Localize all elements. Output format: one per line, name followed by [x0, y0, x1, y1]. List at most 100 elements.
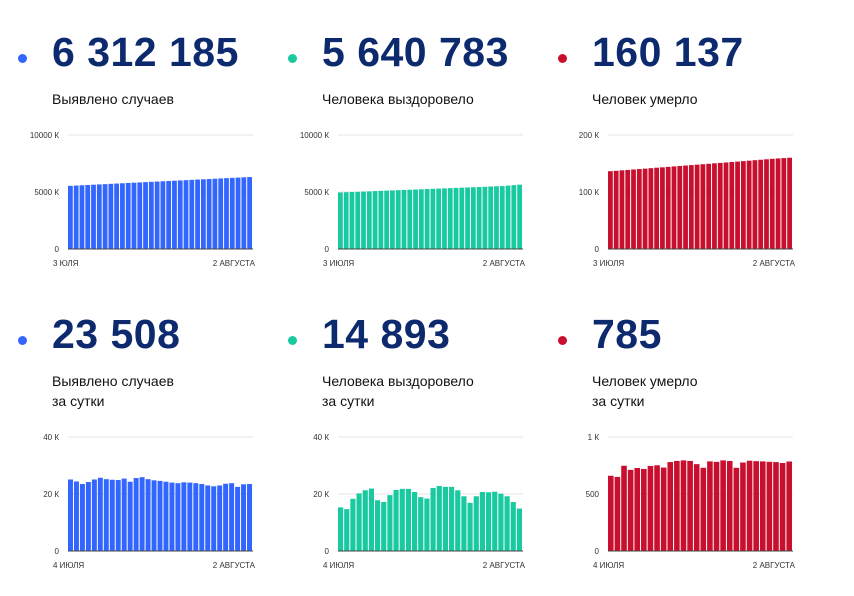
bar: [200, 179, 206, 249]
bar: [476, 186, 482, 249]
bar: [211, 486, 217, 551]
bar: [636, 169, 642, 249]
bar: [613, 170, 619, 249]
bar: [108, 183, 114, 249]
bar: [627, 469, 634, 551]
bar: [717, 162, 723, 249]
bar: [654, 465, 660, 551]
bar: [85, 482, 91, 551]
big-number: 160 137: [592, 29, 744, 75]
bar: [125, 182, 131, 249]
bar: [511, 185, 517, 249]
bar: [412, 492, 418, 551]
bar: [614, 476, 621, 551]
label-line-2: за сутки: [322, 393, 375, 409]
bar: [154, 181, 160, 249]
bar: [206, 179, 212, 249]
metric-label: Человек умерло: [592, 89, 698, 109]
bar: [115, 480, 121, 551]
bar: [504, 496, 510, 551]
bar: [449, 486, 455, 551]
bar: [356, 493, 362, 551]
bar: [665, 166, 671, 249]
label-line-1: Выявлено случаев: [52, 91, 174, 107]
bar: [447, 188, 453, 249]
y-tick-label: 20 К: [313, 490, 329, 499]
x-tick-label: 2 АВГУСТА: [753, 259, 796, 268]
bar: [183, 180, 189, 249]
bar: [187, 482, 193, 551]
bar: [120, 183, 125, 249]
bar: [775, 158, 781, 249]
x-tick-label: 2 АВГУСТА: [753, 561, 796, 570]
bar: [688, 165, 694, 249]
bar: [473, 496, 479, 551]
bar: [361, 191, 366, 249]
label-line-1: Выявлено случаев: [52, 373, 174, 389]
bar: [366, 191, 372, 249]
bar: [740, 161, 746, 249]
bar: [720, 460, 726, 551]
bar: [145, 479, 151, 551]
bar: [103, 479, 109, 551]
bar: [621, 465, 627, 551]
bar-chart: 10000 К 5000 К 0 3 ИЮЛЯ 2 АВГУСТА: [300, 131, 526, 268]
y-tick-label: 20 К: [43, 490, 59, 499]
x-tick-label: 4 ИЮЛЯ: [593, 561, 624, 570]
bar: [97, 477, 103, 551]
bar: [368, 488, 374, 551]
bar: [683, 165, 688, 249]
bar: [430, 188, 436, 249]
bar: [488, 186, 494, 249]
bar: [172, 180, 177, 249]
bar: [73, 481, 79, 551]
bar: [746, 160, 752, 249]
bar: [133, 478, 139, 551]
card-daily-deaths: 785 Человек умерло за сутки 1 К 500 0 4 ИЮЛ…: [558, 310, 828, 595]
bar: [746, 460, 753, 551]
bar: [660, 167, 665, 249]
bar: [723, 162, 729, 249]
bar: [160, 181, 166, 249]
bar: [642, 168, 648, 249]
bar: [729, 162, 735, 249]
bar: [700, 467, 707, 551]
bar: [355, 191, 361, 249]
x-tick-label: 4 ИЮЛЯ: [53, 561, 84, 570]
bar: [470, 187, 476, 249]
bar: [343, 192, 349, 249]
metric-label: Выявлено случаев: [52, 89, 174, 109]
bar: [667, 462, 674, 551]
bar: [740, 462, 746, 551]
metric-label: Человека выздоровело: [322, 89, 474, 109]
bar: [395, 190, 401, 249]
bar: [372, 191, 378, 249]
y-tick-label: 500: [586, 490, 600, 499]
bar: [218, 178, 224, 249]
bar: [641, 468, 647, 551]
bar: [436, 188, 442, 249]
bar: [247, 177, 252, 249]
bar: [68, 479, 73, 551]
bar: [381, 501, 387, 551]
y-tick-label: 0: [55, 245, 60, 254]
bar: [413, 189, 418, 249]
bar: [687, 460, 693, 551]
y-tick-label: 0: [325, 245, 330, 254]
y-tick-label: 0: [595, 245, 600, 254]
bar: [85, 184, 91, 249]
bar: [453, 187, 459, 249]
bar: [461, 496, 467, 551]
bar: [779, 462, 786, 551]
x-tick-label: 3 ЮЛЯ: [53, 259, 79, 268]
card-total-deaths: 160 137 Человек умерло 200 К 100 К 0 3 ИЮЛЯ…: [558, 28, 828, 313]
bar: [773, 462, 779, 551]
big-number: 5 640 783: [322, 29, 509, 75]
bullet-dot-icon: [558, 54, 567, 63]
bar: [442, 486, 448, 551]
bar: [102, 184, 108, 249]
bar: [338, 192, 343, 249]
bar: [442, 188, 447, 249]
bar: [349, 192, 355, 249]
metric-label: Человека выздоровело за сутки: [322, 371, 474, 411]
